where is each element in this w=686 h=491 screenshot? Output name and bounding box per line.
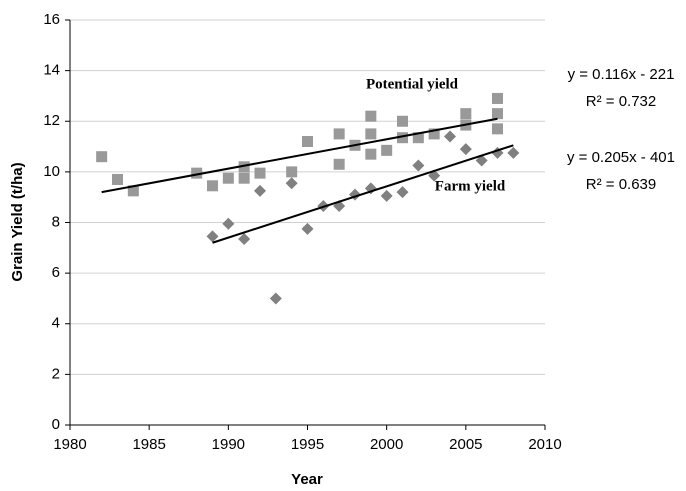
square-point bbox=[365, 128, 377, 140]
y-tick-label: 0 bbox=[52, 416, 60, 433]
square-point bbox=[397, 132, 408, 144]
square-point bbox=[191, 167, 203, 179]
diamond-point bbox=[222, 217, 235, 230]
diamond-point bbox=[285, 177, 298, 190]
square-point bbox=[238, 172, 250, 184]
series-label: Potential yield bbox=[366, 76, 459, 92]
square-point bbox=[333, 158, 345, 170]
square-point bbox=[254, 167, 266, 179]
y-tick-label: 12 bbox=[43, 112, 60, 129]
diamond-point bbox=[396, 186, 409, 199]
x-tick-label: 1980 bbox=[53, 436, 86, 453]
square-point bbox=[207, 180, 218, 192]
square-point bbox=[96, 151, 108, 163]
square-point bbox=[397, 115, 408, 127]
y-tick-label: 4 bbox=[52, 315, 60, 332]
diamond-point bbox=[412, 159, 425, 172]
trend-equation: y = 0.205x - 401 bbox=[567, 149, 675, 166]
r-squared: R² = 0.732 bbox=[586, 93, 656, 110]
x-tick-label: 2010 bbox=[528, 436, 561, 453]
diamond-point bbox=[238, 232, 251, 245]
diamond-point bbox=[380, 189, 393, 202]
y-tick-label: 6 bbox=[52, 264, 60, 281]
square-point bbox=[222, 172, 234, 184]
series-label: Farm yield bbox=[435, 178, 506, 194]
square-point bbox=[333, 128, 345, 140]
square-point bbox=[302, 136, 313, 147]
x-tick-label: 1995 bbox=[291, 436, 324, 453]
x-tick-label: 2005 bbox=[449, 436, 482, 453]
y-tick-label: 2 bbox=[52, 365, 60, 382]
diamond-point bbox=[254, 184, 266, 197]
square-point bbox=[492, 108, 503, 120]
square-point bbox=[365, 148, 377, 160]
square-point bbox=[492, 92, 503, 104]
square-point bbox=[365, 110, 377, 122]
square-point bbox=[112, 173, 123, 185]
y-axis-title: Grain Yield (t/ha) bbox=[9, 162, 26, 281]
square-point bbox=[286, 166, 298, 178]
y-tick-label: 16 bbox=[43, 11, 60, 28]
y-tick-label: 14 bbox=[43, 62, 60, 79]
trend-equation: y = 0.116x - 221 bbox=[568, 66, 675, 83]
y-tick-label: 10 bbox=[43, 163, 60, 180]
diamond-point bbox=[301, 222, 314, 235]
square-point bbox=[238, 161, 250, 173]
diamond-point bbox=[507, 146, 520, 159]
diamond-point bbox=[206, 230, 219, 243]
square-point bbox=[492, 123, 503, 135]
square-point bbox=[412, 132, 424, 144]
square-point bbox=[428, 128, 440, 140]
square-point bbox=[381, 144, 393, 156]
x-tick-label: 1990 bbox=[212, 436, 245, 453]
diamond-point bbox=[269, 292, 282, 305]
square-point bbox=[460, 108, 472, 120]
diamond-point bbox=[459, 143, 472, 156]
x-axis-title: Year bbox=[291, 471, 323, 488]
diamond-point bbox=[444, 130, 456, 143]
trend-line bbox=[212, 144, 514, 244]
x-tick-label: 1985 bbox=[132, 436, 165, 453]
y-tick-label: 8 bbox=[52, 213, 60, 230]
r-squared: R² = 0.639 bbox=[586, 176, 656, 193]
trend-line bbox=[101, 117, 498, 194]
square-point bbox=[127, 185, 139, 197]
x-tick-label: 2000 bbox=[370, 436, 403, 453]
